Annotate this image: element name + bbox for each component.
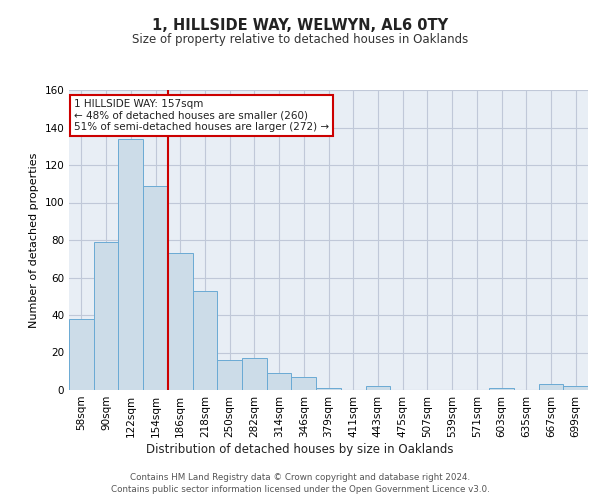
Bar (267, 373, 292, 390)
Bar (143, 186, 168, 390)
Y-axis label: Number of detached properties: Number of detached properties (29, 152, 39, 328)
Text: Contains public sector information licensed under the Open Government Licence v3: Contains public sector information licen… (110, 485, 490, 494)
Bar (69, 319, 94, 390)
Text: Distribution of detached houses by size in Oaklands: Distribution of detached houses by size … (146, 442, 454, 456)
Bar (489, 388, 514, 390)
Text: 1 HILLSIDE WAY: 157sqm
← 48% of detached houses are smaller (260)
51% of semi-de: 1 HILLSIDE WAY: 157sqm ← 48% of detached… (74, 99, 329, 132)
Bar (365, 386, 390, 390)
Bar (316, 388, 341, 390)
Text: Contains HM Land Registry data © Crown copyright and database right 2024.: Contains HM Land Registry data © Crown c… (130, 472, 470, 482)
Bar (563, 386, 588, 390)
Bar (118, 138, 143, 390)
Text: Size of property relative to detached houses in Oaklands: Size of property relative to detached ho… (132, 32, 468, 46)
Bar (193, 290, 217, 390)
Bar (94, 242, 118, 390)
Bar (292, 377, 316, 390)
Bar (539, 384, 563, 390)
Bar (168, 253, 193, 390)
Bar (217, 360, 242, 390)
Text: 1, HILLSIDE WAY, WELWYN, AL6 0TY: 1, HILLSIDE WAY, WELWYN, AL6 0TY (152, 18, 448, 32)
Bar (242, 358, 267, 390)
